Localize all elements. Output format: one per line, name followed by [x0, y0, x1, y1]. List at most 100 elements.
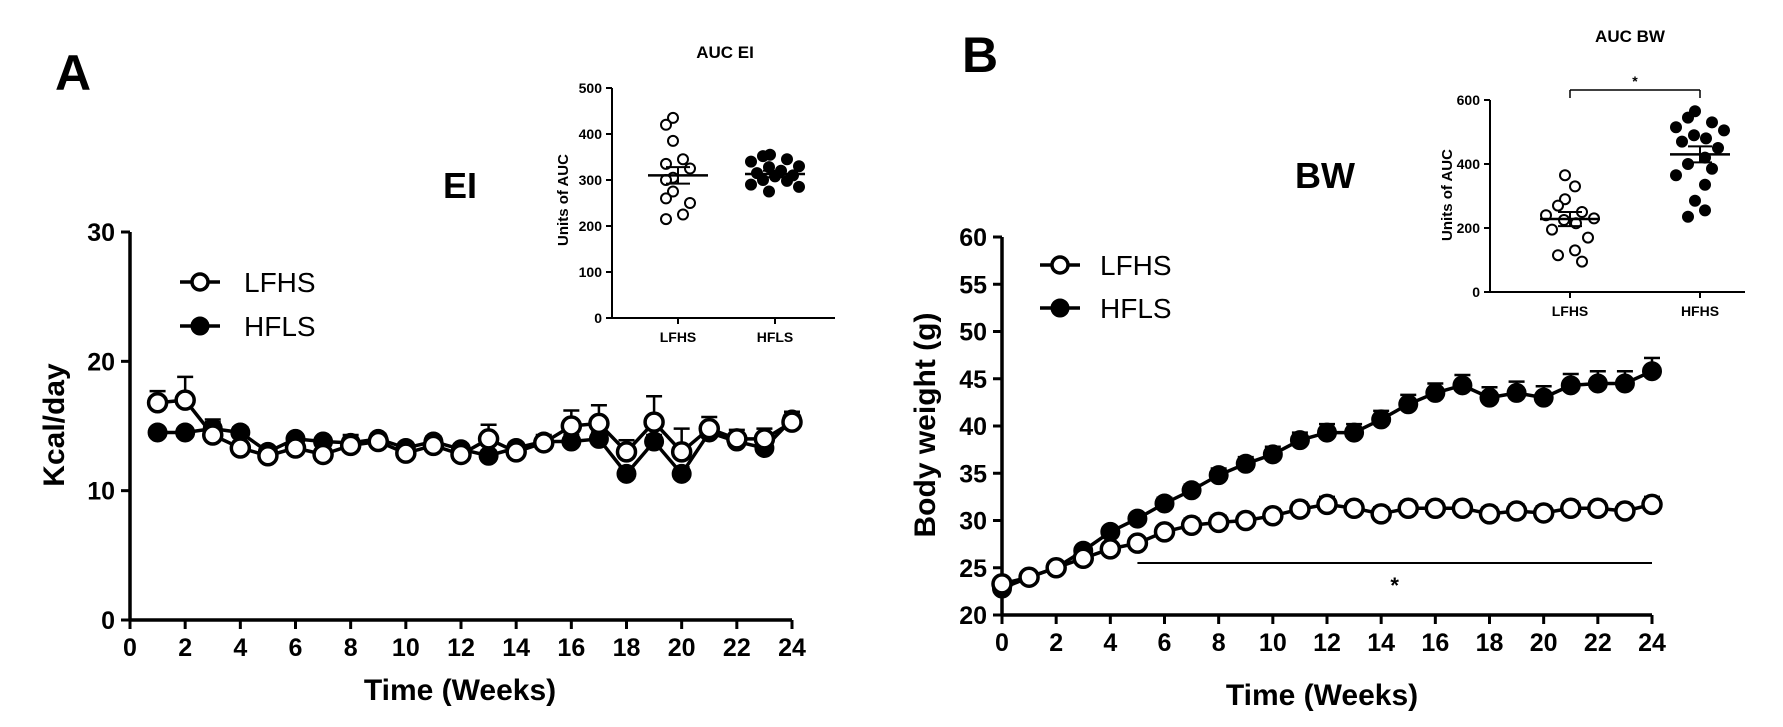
ei-series-lfhs-point	[533, 432, 555, 454]
auc-bw-group-hfhs-point	[1700, 132, 1712, 145]
auc-ei-group-hfls-point	[763, 161, 775, 174]
auc-bw-y-tick-label: 600	[1457, 92, 1481, 108]
ei-series-lfhs-point	[284, 437, 307, 459]
bw-series-lfhs-point	[1262, 505, 1284, 527]
auc-bw-group-lfhs-point	[1569, 244, 1581, 257]
bw-x-tick-label: 4	[1103, 629, 1117, 657]
bw-series-lfhs-point	[1126, 532, 1149, 554]
ei-series-lfhs-point	[395, 442, 417, 464]
bw-y-tick-label: 60	[959, 224, 987, 252]
auc-ei-x-tick-label: HFLS	[757, 329, 794, 345]
auc-bw-x-tick-label: LFHS	[1552, 303, 1589, 319]
bw-series-lfhs-point	[1587, 497, 1609, 519]
auc-ei-y-tick-label: 300	[579, 172, 603, 188]
auc-ei-group-hfls-point	[745, 178, 757, 191]
auc-ei-group-hfls-point	[781, 174, 793, 187]
auc-ei-group-lfhs	[648, 111, 708, 226]
auc-bw-group-hfhs-point	[1706, 162, 1718, 175]
auc-bw-group-hfhs-point	[1688, 129, 1700, 142]
bw-y-tick-label: 50	[959, 319, 987, 347]
bw-series-lfhs-point	[1180, 514, 1203, 536]
auc-bw-group-hfhs-point	[1670, 121, 1682, 134]
ei-legend: LFHS HFLS	[180, 267, 316, 342]
auc-ei-plot-area: 0 100 200 300 400 500 LFHS HFLS	[579, 80, 835, 345]
auc-ei-group-lfhs-point	[660, 213, 672, 226]
auc-bw-significance-marker: *	[1632, 73, 1638, 89]
auc-ei-y-tick-label: 400	[579, 126, 603, 142]
auc-ei-group-lfhs-point	[660, 118, 672, 131]
bw-series-hfls-point	[1533, 387, 1554, 408]
bw-x-tick-label: 18	[1476, 629, 1504, 657]
auc-ei-y-tick-label: 100	[579, 264, 603, 280]
ei-x-tick-label: 2	[178, 634, 192, 662]
bw-significance-marker: *	[1390, 573, 1399, 598]
auc-bw-x-tick-label: HFHS	[1681, 303, 1719, 319]
auc-ei-group-lfhs-point	[684, 197, 696, 209]
bw-series-lfhs-point	[1614, 500, 1636, 522]
bw-series-lfhs-point	[1505, 500, 1528, 522]
auc-bw-group-lfhs-point	[1582, 231, 1594, 244]
ei-chart-title: EI	[443, 165, 477, 206]
auc-ei-group-hfls-point	[781, 153, 793, 166]
ei-legend-label-lfhs: LFHS	[244, 267, 316, 298]
ei-legend-item-lfhs: LFHS	[180, 267, 316, 298]
auc-bw-group-lfhs-point	[1559, 169, 1571, 182]
bw-series-lfhs-point	[1343, 497, 1365, 519]
auc-bw-group-lfhs-point	[1546, 223, 1558, 236]
ei-series-lfhs-point	[781, 411, 803, 433]
bw-x-tick-label: 24	[1638, 629, 1666, 657]
ei-series-lfhs-point	[174, 389, 196, 411]
bw-series-hfls-point	[1425, 382, 1446, 403]
bw-series-lfhs-point	[1316, 493, 1338, 516]
bw-series-lfhs-point	[1045, 557, 1067, 579]
ei-x-tick-label: 6	[289, 634, 303, 662]
ei-x-tick-label: 20	[668, 634, 696, 662]
ei-series-lfhs-point	[505, 441, 527, 463]
auc-bw-y-tick-label: 400	[1457, 156, 1481, 172]
ei-x-tick-label: 8	[344, 634, 358, 662]
auc-bw-group-hfhs-point	[1699, 178, 1711, 191]
auc-bw-y-tick-label: 0	[1472, 284, 1480, 300]
auc-bw-group-hfhs-point	[1682, 158, 1694, 170]
ei-series-lfhs-point	[229, 437, 252, 459]
auc-bw-group-lfhs-point	[1552, 199, 1564, 212]
bw-legend-item-lfhs: LFHS	[1040, 250, 1172, 281]
bw-x-tick-label: 8	[1212, 629, 1226, 657]
ei-series-lfhs-point	[450, 443, 472, 466]
auc-ei-group-lfhs-point	[667, 134, 679, 147]
bw-y-tick-label: 20	[959, 602, 987, 630]
ei-series-lfhs-point	[560, 415, 583, 437]
bw-series-hfls-point	[1506, 382, 1527, 403]
auc-bw-group-lfhs-point	[1569, 180, 1581, 193]
ei-series-hfls-point	[644, 431, 665, 452]
bw-x-tick-label: 16	[1421, 629, 1449, 657]
auc-bw-y-axis-label: Units of AUC	[1439, 149, 1456, 241]
bw-y-tick-label: 40	[959, 413, 987, 441]
auc-ei-group-hfls-point	[763, 185, 775, 198]
ei-y-tick-label: 10	[87, 478, 115, 506]
auc-ei-group-lfhs-point	[667, 111, 679, 124]
ei-x-tick-label: 12	[447, 634, 475, 662]
bw-series-hfls-point	[1587, 373, 1608, 394]
bw-legend-label-lfhs: LFHS	[1100, 250, 1172, 281]
auc-ei-group-hfls-point	[793, 180, 805, 193]
auc-bw-group-hfhs-point	[1706, 116, 1718, 129]
bw-x-tick-label: 22	[1584, 629, 1612, 657]
auc-bw-group-hfhs-point	[1676, 135, 1688, 148]
bw-series-lfhs-point	[1207, 511, 1230, 534]
auc-ei-group-hfls-point	[745, 155, 757, 168]
bw-y-tick-label: 35	[959, 460, 987, 488]
ei-x-tick-label: 22	[723, 634, 751, 662]
bw-series-lfhs-point	[1018, 566, 1040, 588]
auc-bw-group-hfhs	[1670, 105, 1730, 223]
ei-x-tick-label: 14	[502, 634, 530, 662]
bw-series-hfls-point	[1642, 361, 1662, 382]
auc-ei-y-tick-label: 500	[579, 80, 603, 96]
auc-bw-group-hfhs-point	[1682, 111, 1694, 124]
bw-series-hfls-point	[1479, 387, 1500, 408]
auc-bw-title: AUC BW	[1595, 27, 1666, 46]
ei-legend-marker-lfhs	[190, 272, 210, 292]
auc-ei-group-hfls	[745, 148, 805, 198]
auc-bw-group-hfhs-point	[1718, 124, 1730, 137]
ei-series-lfhs-point	[339, 434, 362, 457]
